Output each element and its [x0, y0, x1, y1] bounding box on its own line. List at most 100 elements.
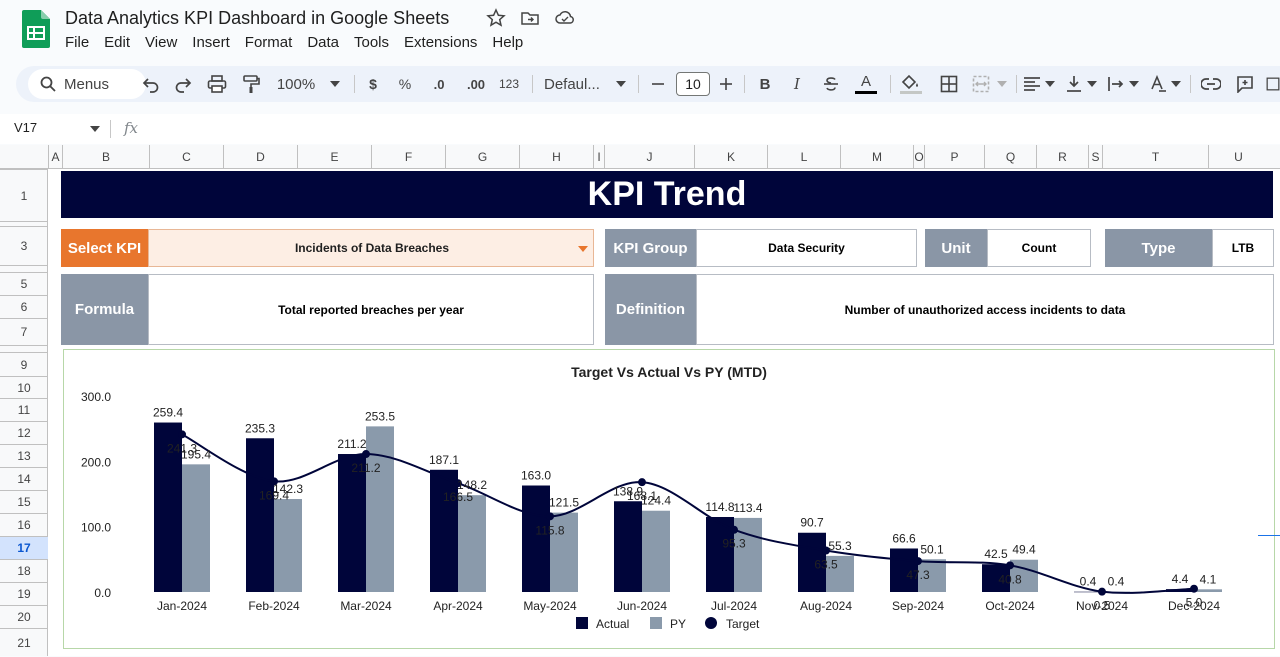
dropdown-arrow-icon[interactable] [578, 246, 588, 252]
target-data-label: 5.0 [1186, 596, 1203, 610]
column-header[interactable]: H [519, 145, 593, 169]
align-dropdown-icon[interactable] [1044, 73, 1056, 95]
borders-icon[interactable] [938, 73, 960, 95]
row-header[interactable]: 1 [0, 169, 48, 221]
undo-icon[interactable] [140, 73, 162, 95]
column-header[interactable]: L [767, 145, 840, 169]
row-header[interactable]: 19 [0, 582, 48, 605]
fill-color-icon[interactable] [898, 73, 924, 95]
py-bar [550, 512, 578, 592]
merge-cells-icon[interactable] [970, 73, 992, 95]
insert-link-icon[interactable] [1200, 73, 1222, 95]
column-header[interactable]: F [371, 145, 445, 169]
menu-format[interactable]: Format [244, 34, 293, 51]
row-header[interactable]: 11 [0, 398, 48, 421]
paint-format-icon[interactable] [240, 73, 262, 95]
menu-file[interactable]: File [65, 34, 90, 51]
column-header[interactable]: E [297, 145, 371, 169]
target-vs-actual-chart[interactable]: Target Vs Actual Vs PY (MTD) 0.0 100.0 200.… [63, 349, 1275, 649]
column-header[interactable]: A [48, 145, 62, 169]
zoom-select[interactable]: 100% [276, 75, 316, 93]
column-header[interactable]: S [1088, 145, 1102, 169]
formula-input[interactable] [150, 117, 1270, 141]
row-header[interactable]: 16 [0, 513, 48, 536]
row-header[interactable]: 5 [0, 272, 48, 295]
insert-comment-icon[interactable] [1234, 73, 1256, 95]
text-wrap-icon[interactable] [1106, 73, 1126, 95]
row-header[interactable]: 12 [0, 421, 48, 444]
menu-help[interactable]: Help [492, 34, 524, 51]
bold-button[interactable]: B [759, 75, 771, 93]
row-header[interactable]: 6 [0, 295, 48, 318]
row-header[interactable]: 2 [0, 221, 48, 226]
decrease-font-size-icon[interactable] [650, 73, 666, 95]
strikethrough-icon[interactable] [820, 73, 842, 95]
font-dropdown-icon[interactable] [614, 73, 628, 95]
column-header[interactable]: K [694, 145, 767, 169]
font-size-input[interactable]: 10 [676, 72, 710, 96]
vertical-align-icon[interactable] [1064, 73, 1084, 95]
column-header[interactable]: Q [984, 145, 1036, 169]
row-header[interactable]: 18 [0, 559, 48, 582]
italic-button[interactable]: I [794, 75, 800, 93]
row-header[interactable]: 17 [0, 536, 48, 559]
currency-format-button[interactable]: $ [369, 76, 377, 92]
column-header[interactable]: J [604, 145, 694, 169]
decrease-decimal-button[interactable]: .0 [433, 76, 445, 92]
column-header[interactable]: B [62, 145, 149, 169]
column-header[interactable]: G [445, 145, 519, 169]
column-header[interactable]: C [149, 145, 223, 169]
select-kpi-dropdown[interactable]: Incidents of Data Breaches [148, 229, 594, 267]
menu-view[interactable]: View [145, 34, 178, 51]
menu-edit[interactable]: Edit [104, 34, 131, 51]
row-header[interactable]: 20 [0, 605, 48, 628]
name-box[interactable]: V17 [14, 120, 38, 135]
text-rotation-dropdown-icon[interactable] [1170, 73, 1182, 95]
percent-format-button[interactable]: % [398, 76, 412, 92]
increase-decimal-button[interactable]: .00 [466, 76, 486, 92]
name-box-dropdown-icon[interactable] [90, 126, 100, 132]
column-header[interactable]: O [913, 145, 924, 169]
move-folder-icon[interactable] [520, 8, 540, 28]
insert-chart-icon[interactable] [1266, 73, 1280, 95]
redo-icon[interactable] [172, 73, 194, 95]
text-rotation-icon[interactable] [1148, 73, 1168, 95]
row-header[interactable]: 14 [0, 467, 48, 490]
menu-data[interactable]: Data [307, 34, 339, 51]
merge-dropdown-icon[interactable] [996, 73, 1008, 95]
column-header[interactable]: M [840, 145, 913, 169]
font-family-select[interactable]: Defaul... [544, 75, 600, 93]
row-header[interactable]: 15 [0, 490, 48, 513]
number-format-button[interactable]: 123 [498, 77, 520, 91]
increase-font-size-icon[interactable] [718, 73, 734, 95]
menu-tools[interactable]: Tools [354, 34, 390, 51]
column-header[interactable]: P [924, 145, 984, 169]
star-icon[interactable] [486, 8, 506, 28]
row-header[interactable]: 13 [0, 444, 48, 467]
row-header[interactable]: 8 [0, 345, 48, 352]
print-icon[interactable] [206, 73, 228, 95]
target-point [454, 479, 462, 488]
row-header[interactable]: 7 [0, 318, 48, 345]
menu-insert[interactable]: Insert [192, 34, 230, 51]
column-header[interactable]: R [1036, 145, 1088, 169]
text-color-button[interactable]: A [854, 73, 878, 95]
row-header[interactable]: 9 [0, 352, 48, 376]
column-header[interactable]: I [593, 145, 604, 169]
column-header[interactable]: D [223, 145, 297, 169]
menu-extensions[interactable]: Extensions [404, 34, 478, 51]
menus-search-button[interactable]: Menus [28, 69, 146, 99]
document-title[interactable]: Data Analytics KPI Dashboard in Google S… [65, 8, 450, 28]
sheets-logo-icon[interactable] [22, 10, 50, 48]
column-header[interactable]: T [1102, 145, 1208, 169]
cloud-status-icon[interactable] [554, 8, 574, 28]
row-header[interactable]: 4 [0, 265, 48, 272]
column-header[interactable]: U [1208, 145, 1268, 169]
zoom-dropdown-icon[interactable] [328, 73, 342, 95]
text-wrap-dropdown-icon[interactable] [1128, 73, 1140, 95]
horizontal-align-icon[interactable] [1022, 73, 1042, 95]
row-header[interactable]: 3 [0, 226, 48, 265]
vertical-align-dropdown-icon[interactable] [1086, 73, 1098, 95]
row-header[interactable]: 21 [0, 628, 48, 656]
row-header[interactable]: 10 [0, 376, 48, 398]
